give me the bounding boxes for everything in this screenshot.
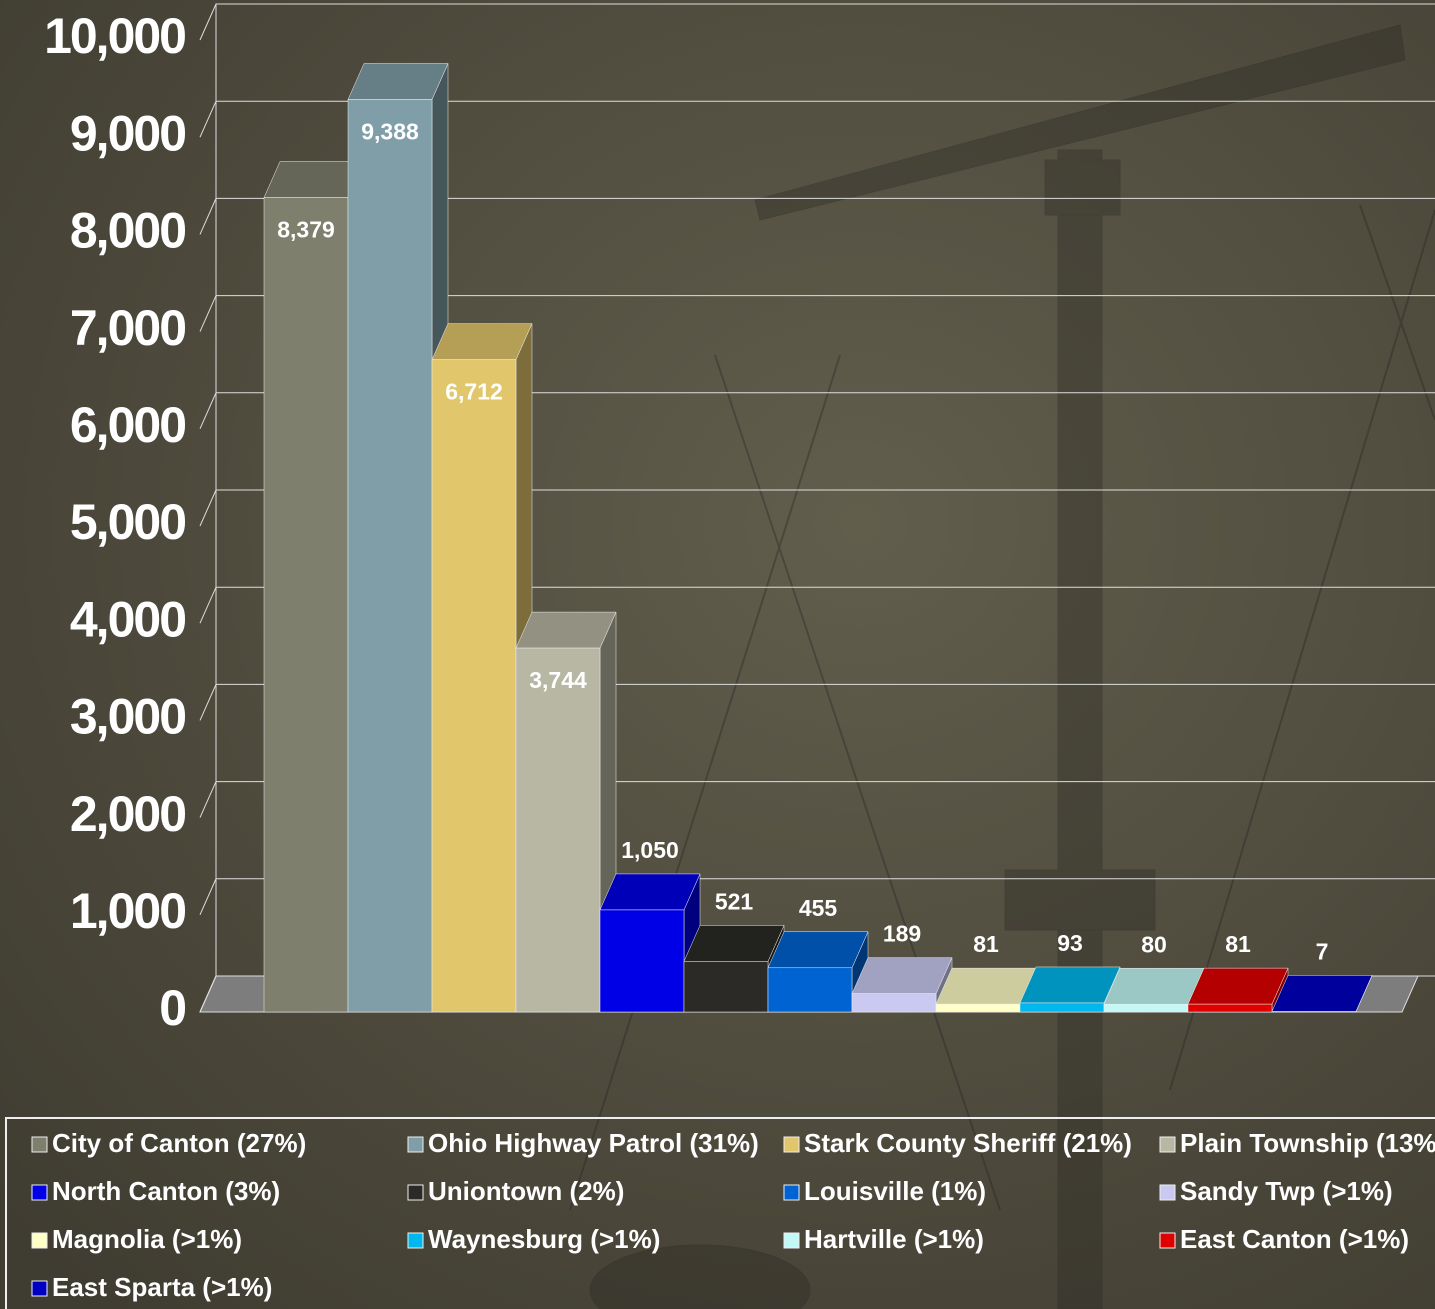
bar-top xyxy=(1188,968,1288,1004)
y-tick-label: 0 xyxy=(159,980,185,1036)
bar-top xyxy=(348,63,448,99)
y-tick-label: 8,000 xyxy=(70,203,185,259)
y-tick-label: 7,000 xyxy=(70,300,185,356)
y-tick-label: 4,000 xyxy=(70,591,185,647)
bar xyxy=(348,99,432,1012)
bar xyxy=(1188,1004,1272,1012)
bar xyxy=(768,968,852,1012)
bar-top xyxy=(936,968,1036,1004)
legend-swatch xyxy=(408,1137,423,1152)
legend-label: Hartville (>1%) xyxy=(804,1224,984,1254)
bar-top xyxy=(600,874,700,910)
value-label: 189 xyxy=(883,921,921,947)
y-tick-label: 2,000 xyxy=(70,786,185,842)
legend-label: Stark County Sheriff (21%) xyxy=(804,1128,1132,1158)
bar xyxy=(432,360,516,1012)
legend-swatch xyxy=(32,1185,47,1200)
bar xyxy=(936,1004,1020,1012)
bar xyxy=(600,910,684,1012)
bar xyxy=(264,198,348,1012)
value-label: 7 xyxy=(1316,938,1329,964)
value-label: 8,379 xyxy=(277,217,335,243)
legend-swatch xyxy=(408,1185,423,1200)
value-label: 93 xyxy=(1057,930,1083,956)
value-label: 1,050 xyxy=(621,837,679,863)
bar-top xyxy=(1104,968,1204,1004)
legend-label: Sandy Twp (>1%) xyxy=(1180,1176,1393,1206)
bar xyxy=(1104,1004,1188,1012)
y-tick-label: 1,000 xyxy=(70,883,185,939)
legend-label: Plain Township (13%) xyxy=(1180,1128,1435,1158)
y-tick-label: 3,000 xyxy=(70,689,185,745)
bar xyxy=(1272,1011,1356,1012)
y-tick-label: 9,000 xyxy=(70,105,185,161)
bar xyxy=(1020,1003,1104,1012)
bar-top xyxy=(852,958,952,994)
bar xyxy=(684,961,768,1012)
legend-swatch xyxy=(32,1233,47,1248)
value-label: 6,712 xyxy=(445,379,503,405)
background xyxy=(0,0,1435,1309)
y-tick-label: 6,000 xyxy=(70,397,185,453)
legend-label: Louisville (1%) xyxy=(804,1176,986,1206)
legend-swatch xyxy=(784,1233,799,1248)
legend-label: Uniontown (2%) xyxy=(428,1176,624,1206)
legend-swatch xyxy=(1160,1233,1175,1248)
legend-label: Ohio Highway Patrol (31%) xyxy=(428,1128,759,1158)
bar-top xyxy=(432,324,532,360)
y-tick-label: 10,000 xyxy=(44,8,185,64)
legend-swatch xyxy=(32,1281,47,1296)
chart: 8,379 9,388 6,712 3,744 1,050 521 455 189 81 93 80… xyxy=(0,0,1435,1309)
value-label: 3,744 xyxy=(529,667,587,693)
value-label: 521 xyxy=(715,888,754,914)
legend-swatch xyxy=(32,1137,47,1152)
y-tick-label: 5,000 xyxy=(70,494,185,550)
bar xyxy=(516,648,600,1012)
legend-swatch xyxy=(408,1233,423,1248)
bar-top xyxy=(516,612,616,648)
legend-swatch xyxy=(784,1137,799,1152)
value-label: 81 xyxy=(973,931,999,957)
bar-top xyxy=(684,925,784,961)
legend-label: Magnolia (>1%) xyxy=(52,1224,242,1254)
bar xyxy=(852,994,936,1012)
legend-label: North Canton (3%) xyxy=(52,1176,280,1206)
legend-swatch xyxy=(1160,1185,1175,1200)
bar-top xyxy=(1272,975,1372,1011)
value-label: 81 xyxy=(1225,931,1251,957)
legend-label: Waynesburg (>1%) xyxy=(428,1224,660,1254)
legend-swatch xyxy=(784,1185,799,1200)
legend-label: East Sparta (>1%) xyxy=(52,1272,272,1302)
legend-label: City of Canton (27%) xyxy=(52,1128,306,1158)
bar-top xyxy=(768,932,868,968)
bar-top xyxy=(1020,967,1120,1003)
value-label: 9,388 xyxy=(361,119,419,145)
value-label: 80 xyxy=(1141,931,1167,957)
legend-swatch xyxy=(1160,1137,1175,1152)
legend-label: East Canton (>1%) xyxy=(1180,1224,1409,1254)
value-label: 455 xyxy=(799,895,838,921)
